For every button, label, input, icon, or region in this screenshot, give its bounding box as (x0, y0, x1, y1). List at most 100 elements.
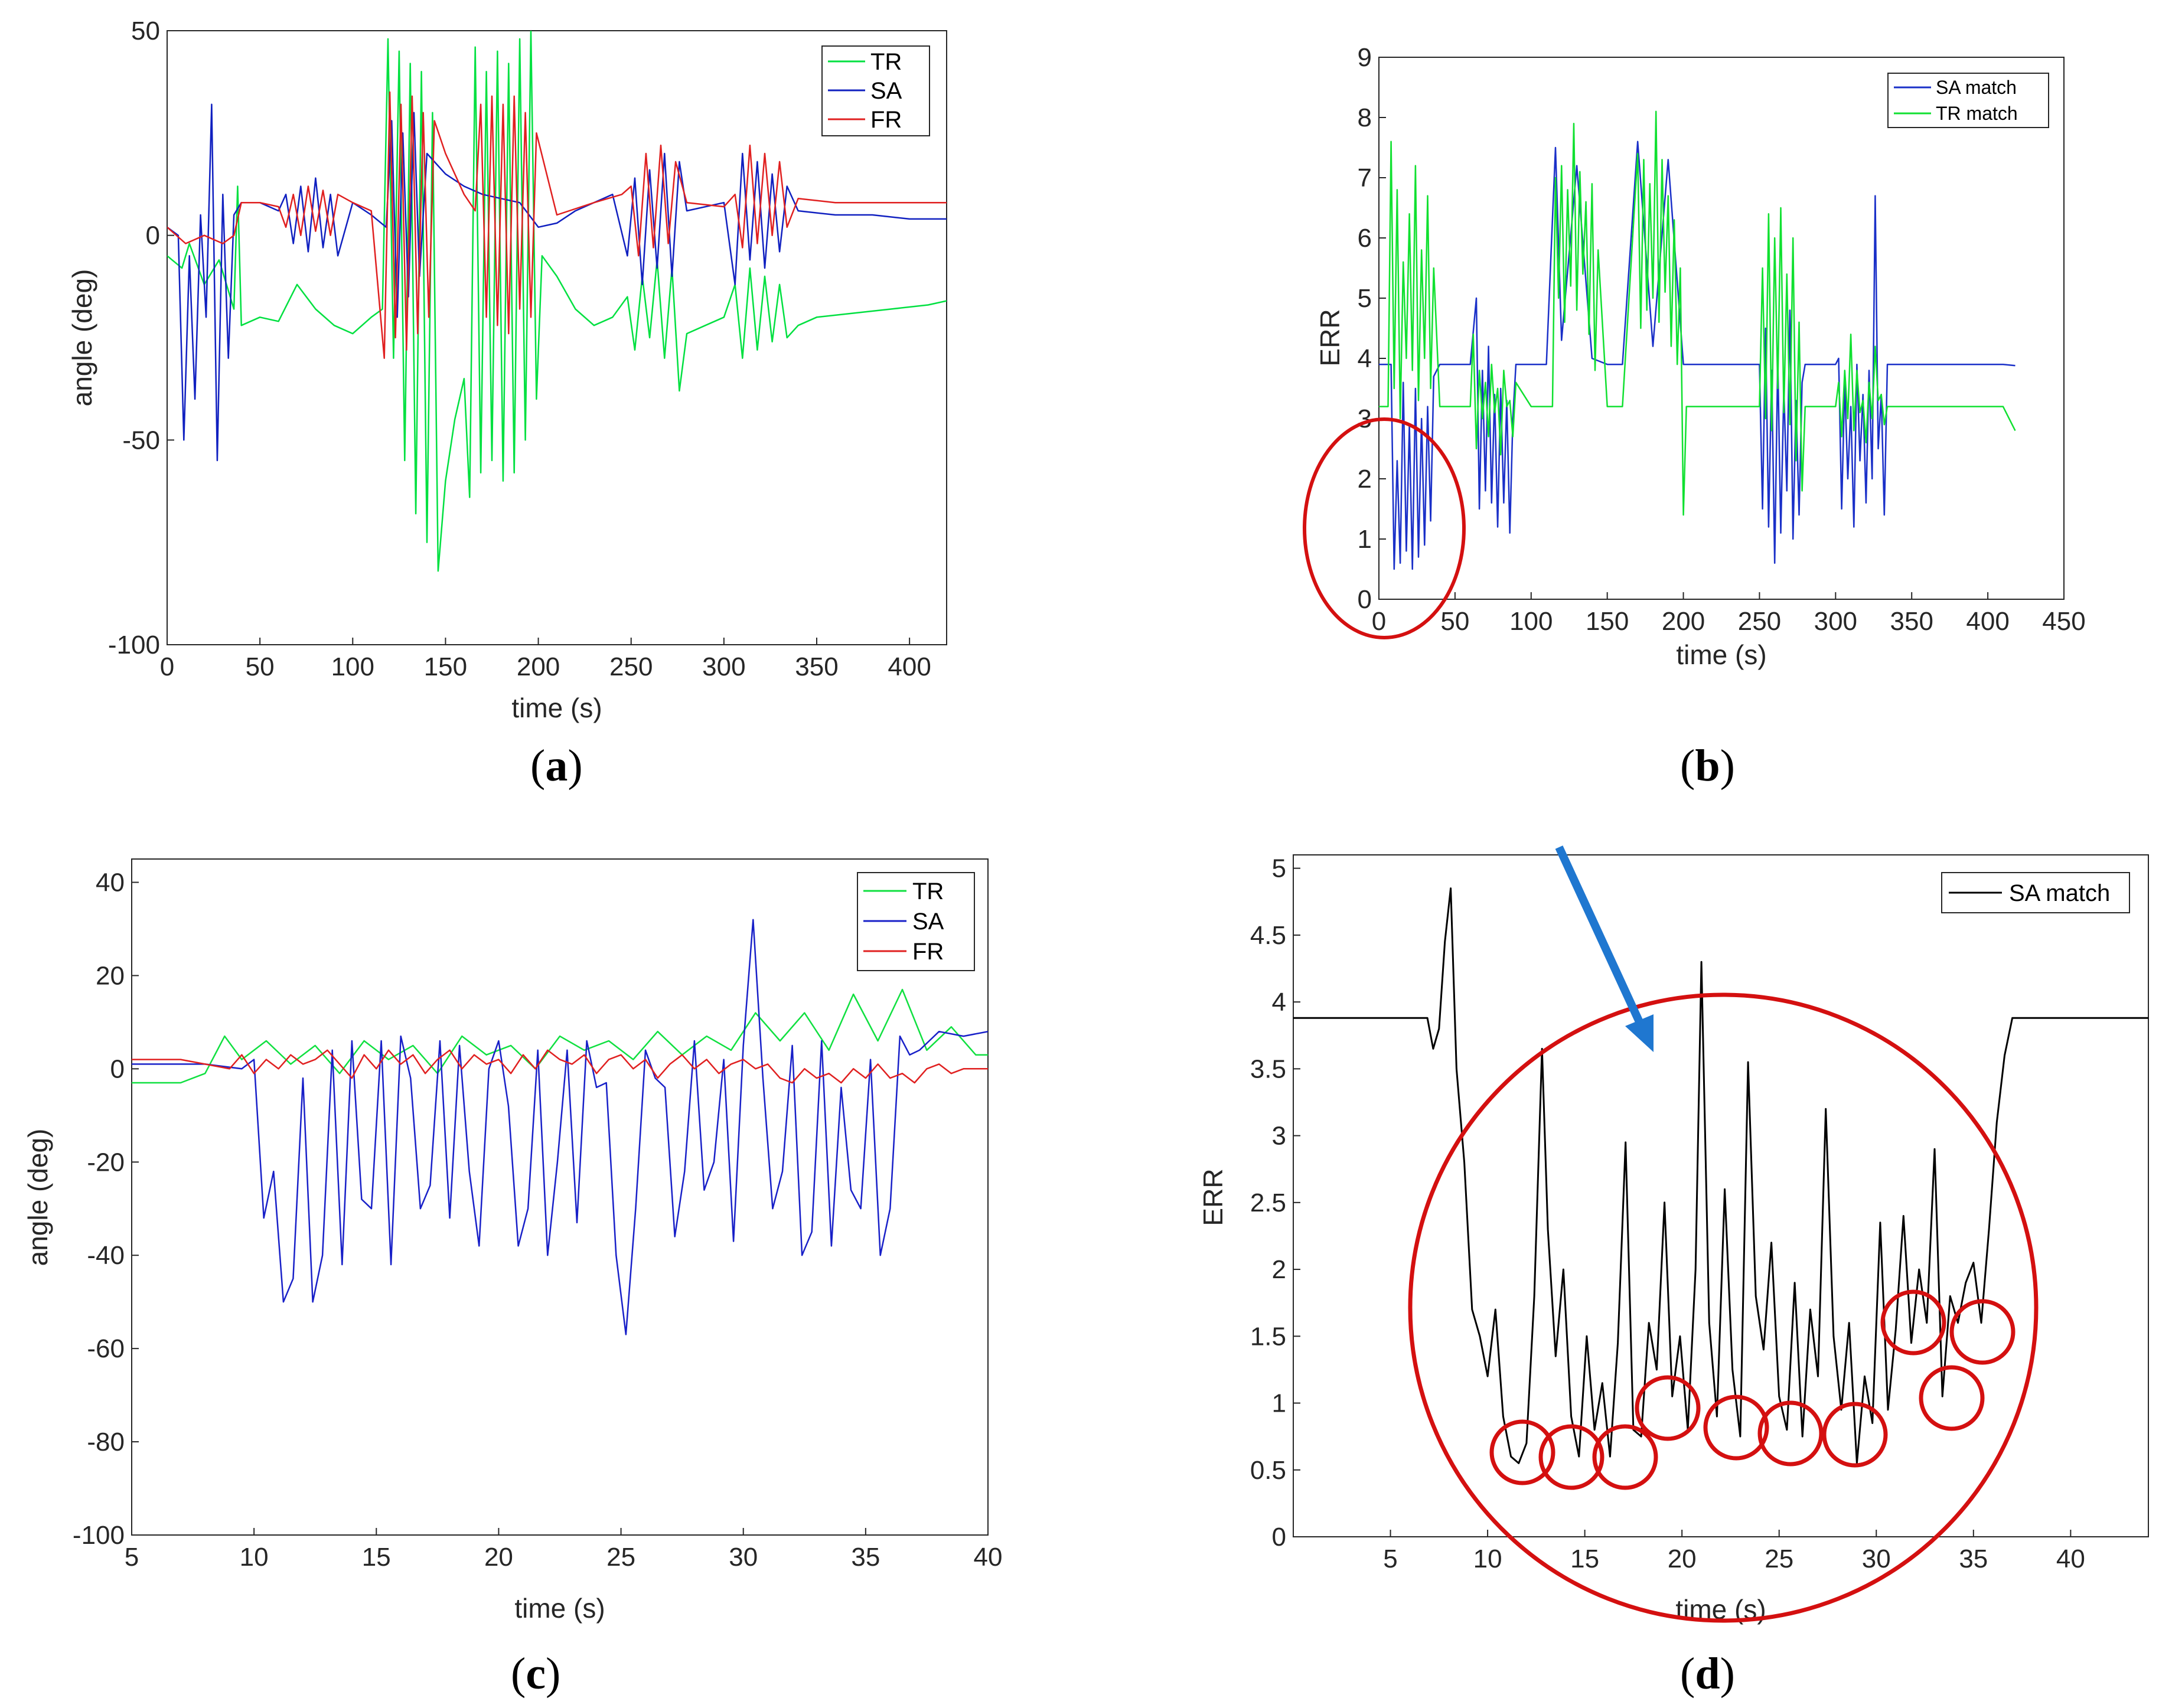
y-tick-label: 3.5 (1250, 1054, 1286, 1083)
legend-label-sa-a: SA (870, 78, 902, 104)
y-tick-label: 0.5 (1250, 1456, 1286, 1485)
series-line-tr-match-b (1379, 110, 2016, 516)
y-axis-label-b: ERR (1315, 309, 1345, 366)
x-axis-label-b: time (s) (1676, 639, 1766, 670)
legend-d: SA match (1941, 872, 2130, 913)
x-tick-label: 100 (1509, 607, 1553, 636)
plot-frame-b (1378, 57, 2065, 600)
minimum-circle-10 (1949, 1299, 2016, 1365)
legend-a: TR SA FR (821, 45, 930, 136)
y-tick-label: 0 (110, 1054, 125, 1083)
minimum-circle-2 (1538, 1424, 1604, 1490)
panel-letter-d: d (1695, 1649, 1720, 1699)
x-tick-label: 25 (606, 1543, 635, 1572)
y-tick-label: 7 (1358, 164, 1372, 192)
y-tick-label: 20 (96, 961, 125, 990)
y-tick-label: 1.5 (1250, 1322, 1286, 1351)
y-tick-label: 8 (1358, 103, 1372, 132)
y-tick-label: 3 (1272, 1122, 1286, 1151)
plot-frame-c (131, 858, 989, 1536)
y-tick-label: 9 (1358, 43, 1372, 72)
series-lines-d (1293, 887, 2148, 1464)
y-tick-label: -100 (108, 631, 160, 659)
annotations-d (1408, 845, 2039, 1623)
y-tick-label: 4 (1272, 988, 1286, 1017)
x-tick-label: 250 (609, 652, 653, 681)
y-tick-label: 6 (1358, 224, 1372, 253)
series-line-fr-a (167, 91, 947, 359)
minimum-circle-6 (1757, 1400, 1824, 1467)
x-tick-label: 10 (240, 1543, 269, 1572)
x-tick-label: 15 (362, 1543, 391, 1572)
legend-b: SA match TR match (1887, 73, 2049, 128)
x-tick-label: 35 (1959, 1544, 1988, 1573)
x-tick-label: 20 (1668, 1544, 1697, 1573)
legend-label-tr-a: TR (870, 49, 902, 75)
x-tick-label: 0 (160, 652, 174, 681)
y-tick-label: 3 (1358, 404, 1372, 433)
x-tick-label: 15 (1570, 1544, 1599, 1573)
legend-label-fr-c: FR (912, 939, 944, 965)
x-tick-label: 450 (2042, 607, 2085, 636)
series-line-fr-c (132, 1049, 988, 1084)
x-tick-label: 400 (1966, 607, 2009, 636)
x-tick-label: 50 (1440, 607, 1469, 636)
x-tick-label: 30 (1862, 1544, 1891, 1573)
series-lines-b (1379, 110, 2016, 570)
minimum-circle-8 (1880, 1289, 1946, 1356)
x-tick-label: 200 (1662, 607, 1705, 636)
y-tick-label: 1 (1272, 1389, 1286, 1418)
series-line-sa-match-d (1293, 887, 2148, 1464)
x-tick-label: 250 (1738, 607, 1781, 636)
series-line-sa-c (132, 919, 988, 1335)
pointer-arrow-shaft (1555, 845, 1645, 1026)
minimum-circle-4 (1635, 1375, 1701, 1441)
minimum-circle-9 (1919, 1365, 1985, 1431)
panel-letter-b: b (1695, 741, 1720, 791)
x-tick-label: 100 (331, 652, 374, 681)
panel-label-b: (b) (1680, 741, 1735, 791)
big-highlight-circle-d (1408, 992, 2039, 1623)
pointer-arrow-icon (1625, 1014, 1654, 1052)
x-axis-label-a: time (s) (511, 693, 602, 723)
series-line-tr-a (167, 31, 947, 572)
x-tick-label: 35 (851, 1543, 880, 1572)
legend-label-sa-c: SA (912, 909, 944, 935)
x-axis-label-c: time (s) (514, 1593, 605, 1624)
x-tick-label: 5 (1383, 1544, 1397, 1573)
x-tick-label: 300 (1814, 607, 1857, 636)
x-tick-label: 400 (888, 652, 931, 681)
x-tick-label: 10 (1473, 1544, 1502, 1573)
legend-label-sa-b: SA match (1936, 77, 2017, 98)
x-tick-label: 40 (2056, 1544, 2085, 1573)
x-tick-label: 0 (1372, 607, 1386, 636)
x-tick-label: 40 (974, 1543, 1003, 1572)
panel-letter-c: c (526, 1649, 546, 1699)
y-tick-label: 40 (96, 868, 125, 897)
series-line-sa-a (167, 103, 947, 462)
legend-label-sa-d: SA match (2009, 880, 2110, 906)
minimum-circle-3 (1592, 1424, 1658, 1490)
panel-c: 5 10 15 20 25 30 35 40 -100 -80 -60 -40 -20 0 20 40 tim… (22, 858, 1003, 1699)
x-tick-label: 150 (1586, 607, 1629, 636)
x-tick-label: 150 (424, 652, 467, 681)
series-lines-a (167, 31, 947, 572)
y-tick-label: -60 (87, 1334, 125, 1363)
x-tick-label: 25 (1765, 1544, 1793, 1573)
minimum-circle-5 (1703, 1395, 1769, 1461)
y-tick-label: 0 (1358, 585, 1372, 614)
x-tick-label: 5 (125, 1543, 139, 1572)
y-axis-label-a: angle (deg) (67, 269, 97, 407)
panel-letter-a: a (545, 741, 568, 791)
x-tick-label: 300 (702, 652, 745, 681)
y-tick-label: 2.5 (1250, 1188, 1286, 1217)
y-tick-label: 5 (1358, 284, 1372, 313)
panel-label-c: (c) (511, 1649, 560, 1699)
y-tick-label: -50 (122, 426, 160, 455)
y-tick-label: -80 (87, 1428, 125, 1456)
panel-b: 0 50 100 150 200 250 300 350 400 450 0 1 2 3 4 5 6 7 8 9 ti… (1303, 43, 2086, 791)
plot-frame-a (167, 30, 947, 645)
y-tick-label: 4 (1358, 344, 1372, 373)
